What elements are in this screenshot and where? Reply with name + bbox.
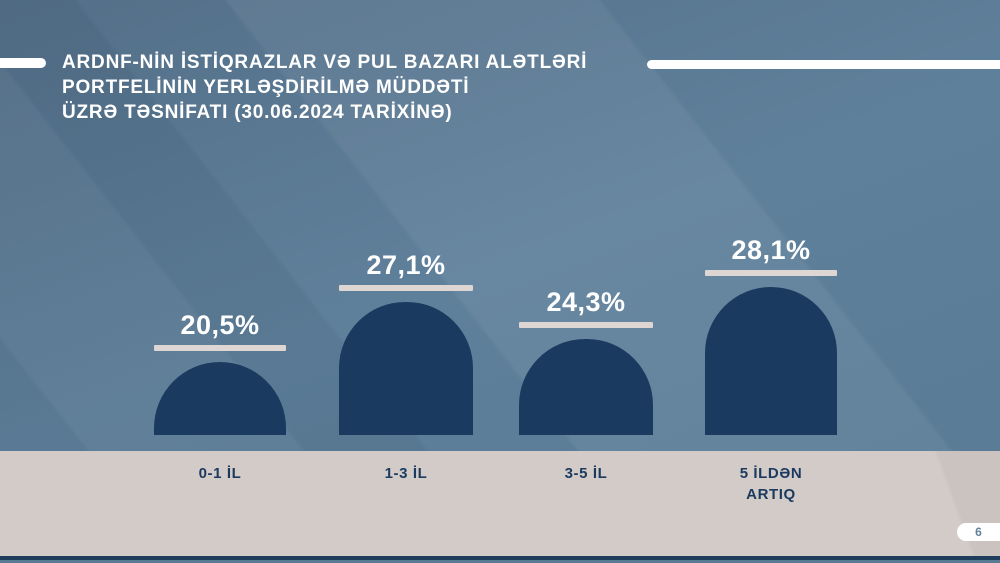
category-label: 3-5 İL xyxy=(564,465,608,482)
footer-strip-navy xyxy=(0,556,1000,560)
bar xyxy=(154,362,286,435)
bar-value-label: 24,3% xyxy=(546,287,626,317)
footer-strip-steel xyxy=(0,560,1000,563)
page-number: 6 xyxy=(975,525,982,539)
category-band: 0-1 İL 1-3 İL 3-5 İL 5 İLDƏN ARTIQ xyxy=(0,451,1000,556)
bar-group: 28,1% xyxy=(705,235,837,435)
title-left-dash xyxy=(0,58,46,68)
category-label: 1-3 İL xyxy=(384,465,428,482)
bar-group: 24,3% xyxy=(519,287,653,435)
bar xyxy=(705,287,837,435)
bar-group: 27,1% xyxy=(339,250,473,435)
bar-accent-line xyxy=(705,270,837,276)
bar xyxy=(519,339,653,435)
page-number-pill: 6 xyxy=(957,523,1000,541)
category-label: 0-1 İL xyxy=(198,465,242,482)
bar-accent-line xyxy=(519,322,653,328)
slide-title: ARDNF-NİN İSTİQRAZLAR VƏ PUL BAZARI ALƏT… xyxy=(62,52,588,123)
bar-value-label: 20,5% xyxy=(180,310,260,340)
title-right-rule xyxy=(647,60,1000,69)
bar-accent-line xyxy=(339,285,473,291)
bar-value-label: 28,1% xyxy=(731,235,811,265)
bar xyxy=(339,302,473,435)
bar-value-label: 27,1% xyxy=(366,250,446,280)
bar-accent-line xyxy=(154,345,286,351)
category-label: 5 İLDƏN ARTIQ xyxy=(739,465,803,503)
bar-group: 20,5% xyxy=(154,310,286,435)
